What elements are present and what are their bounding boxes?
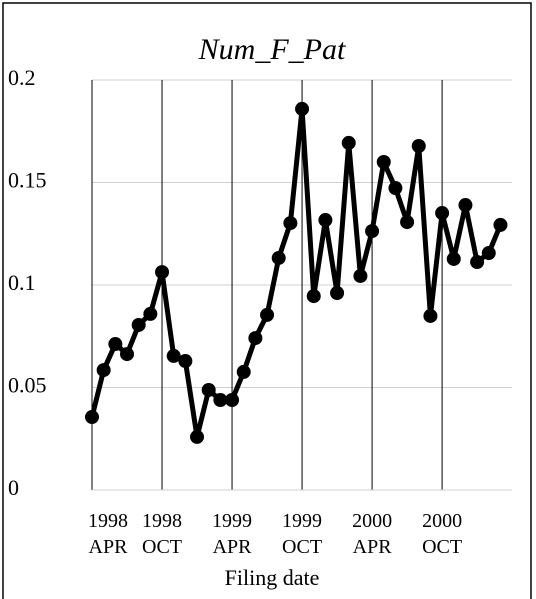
- data-point: [318, 213, 333, 228]
- data-point: [96, 363, 111, 378]
- data-point: [120, 347, 135, 362]
- data-point: [143, 306, 158, 321]
- chart-title: Num_F_Pat: [198, 33, 346, 66]
- x-tick-label: 1998 OCT: [142, 510, 183, 558]
- y-tick-label: 0.15: [8, 168, 47, 193]
- data-point: [295, 101, 310, 116]
- y-tick-label: 0: [8, 475, 19, 500]
- y-tick-label: 0.1: [8, 270, 36, 295]
- data-point: [283, 216, 298, 231]
- data-point: [201, 382, 216, 397]
- data-point: [166, 348, 181, 363]
- data-point: [400, 215, 415, 230]
- data-point: [225, 393, 240, 408]
- data-point: [481, 246, 496, 261]
- data-line: [89, 106, 503, 440]
- data-point: [330, 285, 345, 300]
- data-point: [178, 354, 193, 369]
- x-axis-title: Filing date: [225, 565, 320, 590]
- data-point: [213, 393, 228, 408]
- data-point: [85, 410, 99, 425]
- data-point: [341, 135, 356, 150]
- data-point: [411, 139, 426, 154]
- data-point: [236, 364, 251, 379]
- data-point: [376, 155, 391, 169]
- data-point: [260, 307, 275, 322]
- data-point: [306, 289, 321, 304]
- data-point: [131, 317, 146, 332]
- data-point: [470, 255, 485, 270]
- x-tick-label: 1998 APR: [88, 510, 128, 558]
- data-point: [248, 331, 263, 346]
- data-point: [458, 198, 473, 213]
- data-point: [353, 268, 368, 283]
- data-point: [108, 337, 123, 352]
- data-point: [190, 429, 205, 444]
- x-tick-label: 1999 APR: [212, 510, 253, 558]
- x-tick-label: 2000 OCT: [422, 510, 463, 558]
- data-point: [446, 251, 461, 266]
- y-tick-label: 0.05: [8, 373, 47, 398]
- data-point: [365, 224, 380, 239]
- y-tick-label: 0.2: [8, 65, 36, 90]
- data-point: [155, 265, 170, 280]
- data-point: [271, 250, 286, 265]
- data-point: [435, 206, 450, 221]
- x-tick-label: 1999 OCT: [282, 510, 323, 558]
- x-tick-label: 2000 APR: [352, 510, 393, 558]
- data-point: [493, 217, 508, 232]
- data-point: [423, 308, 438, 323]
- data-point: [388, 181, 403, 196]
